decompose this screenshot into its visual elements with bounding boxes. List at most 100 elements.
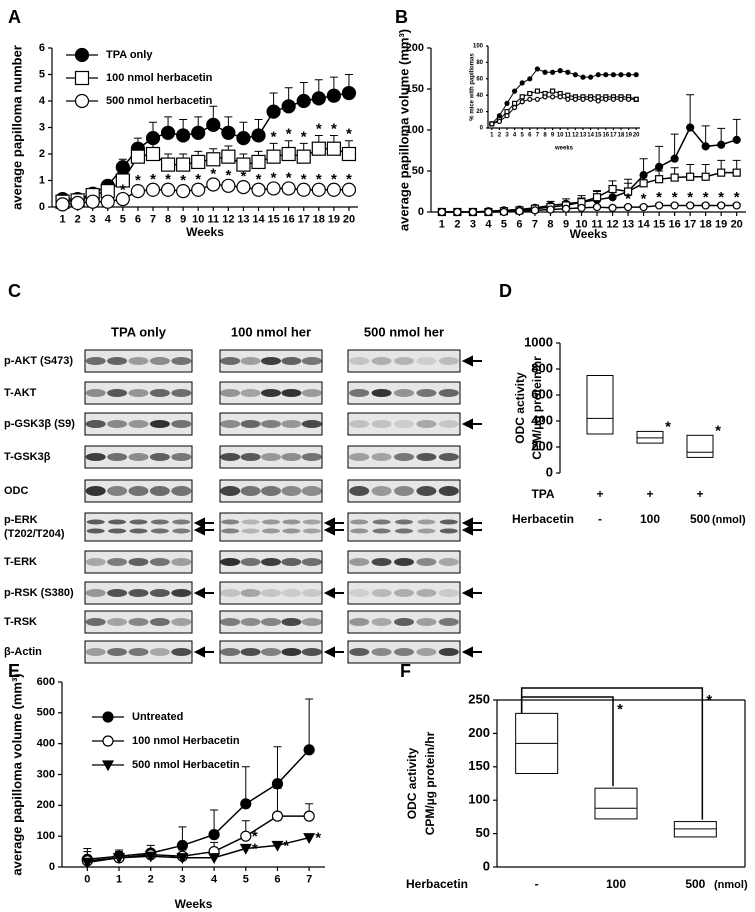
blot-band xyxy=(149,357,170,365)
blot-band xyxy=(107,589,128,597)
blot-band xyxy=(171,357,192,365)
blot-band xyxy=(86,528,105,534)
x-tick-label: 7 xyxy=(306,874,312,886)
row-label: T-RSK xyxy=(4,616,37,628)
marker xyxy=(717,140,726,149)
x-tick-label: 12 xyxy=(572,132,579,138)
marker xyxy=(326,182,341,197)
blot-band xyxy=(371,589,392,597)
legend-marker xyxy=(102,735,114,747)
marker xyxy=(176,853,189,864)
x-tick-label: 13 xyxy=(580,132,587,138)
marker xyxy=(549,94,556,100)
x-tick-label: 17 xyxy=(298,214,310,226)
y-tick-label: 150 xyxy=(468,758,490,773)
x-tick-label: 18 xyxy=(618,132,625,138)
marker xyxy=(240,830,252,842)
significance-star: * xyxy=(284,837,290,854)
y-tick-label: 100 xyxy=(37,830,55,842)
marker xyxy=(577,203,586,212)
blot-band xyxy=(129,528,148,534)
marker xyxy=(113,853,126,864)
blot-band xyxy=(220,589,241,597)
blot-band xyxy=(128,420,149,428)
blot-band xyxy=(371,420,392,428)
marker xyxy=(176,128,191,143)
significance-star: * xyxy=(734,189,740,206)
y-axis-label: % mice with papillomas xyxy=(470,53,476,121)
marker xyxy=(511,104,518,111)
marker xyxy=(236,180,251,195)
blot-strip xyxy=(219,445,323,469)
error-bar xyxy=(241,766,250,804)
blot-band xyxy=(171,618,192,626)
marker xyxy=(717,168,726,177)
y-tick-label: 100 xyxy=(473,44,484,50)
marker xyxy=(85,194,100,209)
marker xyxy=(70,195,85,211)
x-tick-label: 3 xyxy=(505,132,509,138)
blot-band xyxy=(416,618,437,626)
y-tick-label: 1 xyxy=(39,174,45,186)
blot-band xyxy=(395,528,413,534)
marker xyxy=(326,141,341,156)
marker xyxy=(271,810,284,822)
legend-marker xyxy=(101,760,115,772)
x-tick-label: 14 xyxy=(252,214,265,226)
blot-band xyxy=(416,486,437,496)
error-bar xyxy=(305,698,314,750)
series-line xyxy=(87,836,310,864)
blot-band xyxy=(107,420,128,428)
blot-band xyxy=(302,519,321,525)
blot-band xyxy=(281,357,302,365)
marker xyxy=(701,201,710,210)
blot-band xyxy=(438,453,459,461)
blot-band xyxy=(171,648,192,656)
marker xyxy=(115,191,130,207)
y-tick-label: 50 xyxy=(476,825,490,840)
blot-band xyxy=(107,357,128,365)
significance-star: * xyxy=(165,171,171,188)
blot-band xyxy=(395,519,413,525)
blot-band xyxy=(240,486,261,496)
marker xyxy=(251,128,266,143)
x-tick-label: 2 xyxy=(148,874,154,886)
blot-band xyxy=(149,389,170,397)
marker xyxy=(296,149,311,164)
marker xyxy=(625,96,632,102)
y-tick-label: 0 xyxy=(483,858,490,873)
marker xyxy=(686,201,695,210)
blot-band xyxy=(129,519,148,525)
marker xyxy=(610,96,617,102)
blot-strip xyxy=(219,610,323,634)
y-tick-label: 200 xyxy=(37,799,55,811)
marker xyxy=(236,131,251,146)
significance-star: * xyxy=(271,169,277,186)
marker xyxy=(130,149,146,164)
significance-star: * xyxy=(346,171,352,188)
marker xyxy=(623,202,633,212)
marker xyxy=(561,204,571,213)
blot-strip xyxy=(84,412,193,436)
x-tick-label: 18 xyxy=(313,214,325,226)
blot-band xyxy=(282,519,301,525)
blot-band xyxy=(281,389,302,397)
marker xyxy=(618,72,624,78)
x-tick-label: 17 xyxy=(610,132,617,138)
marker xyxy=(251,154,266,170)
marker xyxy=(206,117,221,132)
marker xyxy=(670,173,679,182)
x-tick-label: 7 xyxy=(536,132,540,138)
blot-band xyxy=(107,618,128,626)
legend-label: 500 nmol herbacetin xyxy=(106,95,213,107)
x-tick-label: 5 xyxy=(501,219,507,231)
blot-band xyxy=(416,420,437,428)
marker xyxy=(130,184,146,199)
arrow xyxy=(461,646,482,658)
arrow xyxy=(461,517,482,529)
blot-band xyxy=(108,528,127,534)
significance-star: * xyxy=(703,189,709,206)
significance-star: * xyxy=(120,181,126,198)
error-bar xyxy=(273,746,282,784)
blot-band xyxy=(108,519,127,525)
